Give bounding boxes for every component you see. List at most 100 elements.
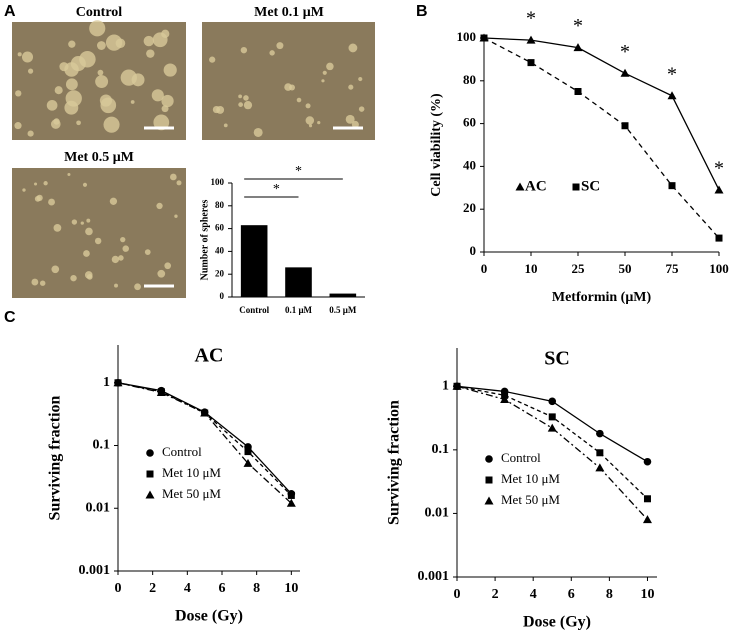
marker bbox=[668, 182, 676, 190]
marker bbox=[200, 408, 210, 417]
sphere-image bbox=[22, 188, 26, 192]
sphere-image bbox=[170, 173, 177, 181]
sphere-image bbox=[253, 127, 263, 137]
sphere-image bbox=[94, 237, 102, 245]
y-tick-label: 1 bbox=[442, 378, 449, 393]
y-tick-label: 0.1 bbox=[432, 442, 450, 457]
marker bbox=[574, 88, 582, 95]
sphere-image bbox=[27, 130, 34, 137]
y-tick-label: 40 bbox=[463, 157, 476, 172]
x-tick-label: 2 bbox=[492, 587, 499, 602]
micrograph-label: Met 0.1 μM bbox=[254, 5, 324, 20]
sphere-image bbox=[65, 90, 82, 107]
x-axis-label: Metformin (μM) bbox=[552, 290, 652, 305]
marker bbox=[145, 490, 155, 499]
sphere-image bbox=[76, 120, 81, 126]
marker bbox=[287, 491, 295, 499]
marker bbox=[485, 476, 493, 484]
sphere-image bbox=[17, 52, 22, 57]
y-tick-label: 100 bbox=[211, 177, 225, 187]
sphere-image bbox=[157, 269, 166, 278]
bar bbox=[329, 293, 357, 297]
micrograph bbox=[12, 168, 186, 298]
series-line bbox=[456, 385, 648, 521]
legend-label: Met 10 μM bbox=[162, 465, 221, 480]
marker bbox=[667, 91, 677, 100]
x-tick-label: 2 bbox=[149, 581, 156, 596]
marker bbox=[156, 387, 166, 396]
sphere-image bbox=[122, 245, 129, 252]
sphere-image bbox=[31, 278, 39, 286]
sphere-image bbox=[243, 95, 249, 101]
y-tick-label: 80 bbox=[463, 72, 476, 87]
y-tick-label: 40 bbox=[215, 245, 225, 255]
sphere-image bbox=[174, 214, 178, 218]
marker bbox=[596, 429, 604, 438]
sphere-image bbox=[34, 182, 38, 186]
sphere-image bbox=[296, 97, 302, 103]
sphere-image bbox=[161, 94, 174, 108]
y-tick-label: 0.001 bbox=[79, 563, 111, 578]
sphere-image bbox=[317, 121, 321, 125]
marker bbox=[620, 68, 630, 77]
panel-label: B bbox=[416, 3, 428, 20]
sphere-image bbox=[223, 123, 228, 128]
x-tick-label: 0 bbox=[481, 261, 488, 276]
series-line bbox=[483, 37, 720, 239]
x-tick-label: 10 bbox=[525, 261, 538, 276]
sphere-image bbox=[146, 49, 155, 58]
sphere-image bbox=[51, 265, 60, 274]
x-tick-label: 100 bbox=[709, 261, 729, 276]
sphere-image bbox=[86, 218, 91, 223]
y-tick-label: 100 bbox=[457, 29, 477, 44]
marker bbox=[595, 463, 605, 472]
y-tick-label: 60 bbox=[215, 223, 225, 233]
legend-label: Met 50 μM bbox=[501, 492, 560, 507]
sphere-image bbox=[105, 34, 123, 51]
micrograph-label: Control bbox=[76, 5, 123, 20]
x-tick-label: 8 bbox=[253, 581, 260, 596]
sphere-image bbox=[153, 114, 170, 131]
sphere-image bbox=[100, 97, 117, 114]
legend-label: Control bbox=[501, 450, 541, 465]
x-tick-label: 4 bbox=[184, 581, 191, 596]
marker bbox=[527, 59, 535, 67]
sphere-image bbox=[321, 79, 325, 83]
sphere-image bbox=[111, 255, 120, 264]
sphere-image bbox=[34, 195, 41, 202]
sphere-image bbox=[71, 219, 78, 225]
sphere-image bbox=[67, 172, 71, 177]
marker bbox=[643, 457, 652, 466]
marker bbox=[714, 185, 724, 194]
y-tick-label: 20 bbox=[215, 268, 225, 278]
sphere-image bbox=[305, 103, 311, 109]
sphere-image bbox=[358, 106, 365, 112]
sphere-image bbox=[54, 86, 63, 95]
sphere-image bbox=[240, 46, 248, 54]
x-tick-label: 10 bbox=[640, 587, 654, 602]
sphere-image bbox=[103, 116, 120, 133]
marker bbox=[484, 496, 494, 505]
chart-title: AC bbox=[195, 345, 224, 367]
marker bbox=[548, 413, 556, 421]
sphere-image bbox=[97, 69, 104, 76]
legend-label: Control bbox=[162, 444, 202, 459]
marker bbox=[500, 394, 510, 403]
sphere-image bbox=[134, 283, 141, 291]
sphere-image bbox=[358, 77, 363, 82]
sphere-image bbox=[131, 73, 145, 87]
legend-label: Met 10 μM bbox=[501, 471, 560, 486]
marker bbox=[715, 234, 723, 242]
sphere-image bbox=[276, 42, 284, 50]
sphere-image bbox=[163, 63, 177, 77]
sphere-image bbox=[269, 50, 275, 56]
x-tick-label: 6 bbox=[219, 581, 226, 596]
bar bbox=[240, 225, 268, 297]
marker bbox=[548, 397, 557, 406]
sphere-image bbox=[89, 20, 106, 37]
sphere-image bbox=[82, 182, 88, 187]
marker bbox=[547, 423, 557, 432]
marker bbox=[643, 495, 651, 503]
sphere-image bbox=[21, 51, 34, 63]
sphere-image bbox=[152, 32, 168, 48]
